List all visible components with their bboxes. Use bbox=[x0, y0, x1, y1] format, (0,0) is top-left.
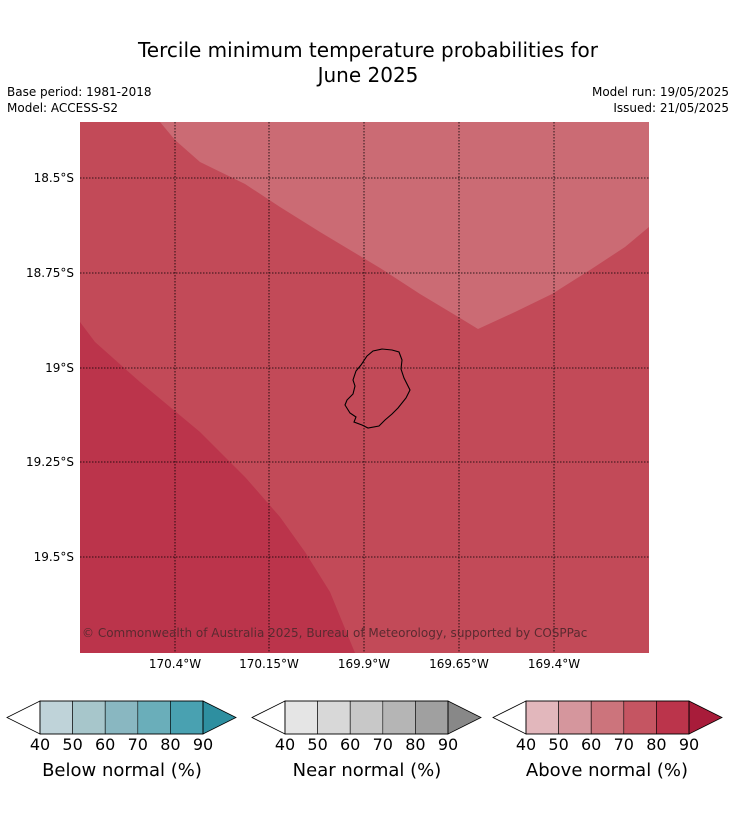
tick-above-70: 70 bbox=[613, 735, 634, 754]
colorbar-segment bbox=[104, 700, 139, 735]
gridlines bbox=[80, 122, 649, 653]
lon-label-1: 170.4°W bbox=[148, 657, 202, 671]
tick-above-60: 60 bbox=[581, 735, 602, 754]
tick-below-70: 70 bbox=[127, 735, 148, 754]
map-svg bbox=[80, 122, 649, 653]
colorbar-segment bbox=[623, 700, 657, 735]
lon-label-5: 169.4°W bbox=[527, 657, 581, 671]
colorbar-segment bbox=[558, 700, 592, 735]
colorbar-above-label: Above normal (%) bbox=[525, 760, 689, 781]
tick-above-80: 80 bbox=[646, 735, 667, 754]
colorbar-segment bbox=[39, 700, 73, 735]
title-line-2: June 2025 bbox=[317, 63, 419, 87]
base-period: Base period: 1981-2018 bbox=[7, 85, 152, 99]
zone-above-80-90 bbox=[80, 322, 355, 653]
chart-title: Tercile minimum temperature probabilitie… bbox=[0, 38, 736, 88]
issued-date: Issued: 21/05/2025 bbox=[613, 101, 729, 115]
colorbar-segment bbox=[525, 700, 559, 735]
colorbar-above-normal bbox=[492, 700, 724, 736]
colorbar-segment bbox=[284, 700, 318, 735]
colorbar-segment bbox=[415, 700, 449, 735]
lat-label-2: 18.75°S bbox=[26, 266, 74, 280]
tick-near-60: 60 bbox=[340, 735, 361, 754]
tick-below-80: 80 bbox=[160, 735, 181, 754]
colorbar-segment bbox=[317, 700, 351, 735]
colorbar-segment bbox=[72, 700, 106, 735]
colorbar-segment bbox=[170, 700, 204, 735]
colorbar-near-label: Near normal (%) bbox=[292, 760, 442, 781]
title-line-1: Tercile minimum temperature probabilitie… bbox=[137, 38, 599, 62]
colorbar-segment bbox=[382, 700, 416, 735]
tick-below-60: 60 bbox=[95, 735, 116, 754]
meta-left: Base period: 1981-2018 Model: ACCESS-S2 bbox=[7, 84, 152, 116]
colorbar-segment bbox=[137, 700, 171, 735]
colorbar-near-normal bbox=[251, 700, 483, 736]
colorbar-below-normal bbox=[6, 700, 238, 736]
island-outline[interactable] bbox=[344, 348, 411, 429]
lat-label-5: 19.5°S bbox=[33, 550, 74, 564]
tick-below-50: 50 bbox=[62, 735, 83, 754]
map-panel[interactable] bbox=[80, 122, 649, 653]
tick-near-40: 40 bbox=[274, 735, 296, 754]
zone-above-60-70 bbox=[160, 122, 649, 329]
model-run: Model run: 19/05/2025 bbox=[591, 85, 729, 99]
tick-above-90: 90 bbox=[678, 735, 700, 754]
colorbar-extend-tip bbox=[688, 700, 723, 735]
lat-label-1: 18.5°S bbox=[33, 171, 74, 185]
tick-near-70: 70 bbox=[372, 735, 393, 754]
colorbar-segment bbox=[590, 700, 625, 735]
tick-near-50: 50 bbox=[307, 735, 328, 754]
meta-right: Model run: 19/05/2025 Issued: 21/05/2025 bbox=[592, 84, 729, 116]
lon-label-3: 169.9°W bbox=[337, 657, 391, 671]
tick-above-50: 50 bbox=[548, 735, 569, 754]
lat-label-3: 19°S bbox=[45, 361, 74, 375]
colorbar-segment bbox=[656, 700, 690, 735]
lon-label-2: 170.15°W bbox=[239, 657, 299, 671]
tick-below-90: 90 bbox=[192, 735, 214, 754]
colorbar-extend-tip bbox=[447, 700, 482, 735]
copyright-text: © Commonwealth of Australia 2025, Bureau… bbox=[82, 626, 588, 640]
colorbar-segment bbox=[349, 700, 384, 735]
colorbar-below-label: Below normal (%) bbox=[42, 760, 202, 781]
lat-label-4: 19.25°S bbox=[26, 455, 74, 469]
tick-above-40: 40 bbox=[515, 735, 537, 754]
colorbar-extend-tip bbox=[202, 700, 237, 735]
tick-below-40: 40 bbox=[29, 735, 51, 754]
tick-near-90: 90 bbox=[437, 735, 459, 754]
model-name: Model: ACCESS-S2 bbox=[7, 101, 119, 115]
tick-near-80: 80 bbox=[405, 735, 426, 754]
lon-label-4: 169.65°W bbox=[429, 657, 489, 671]
